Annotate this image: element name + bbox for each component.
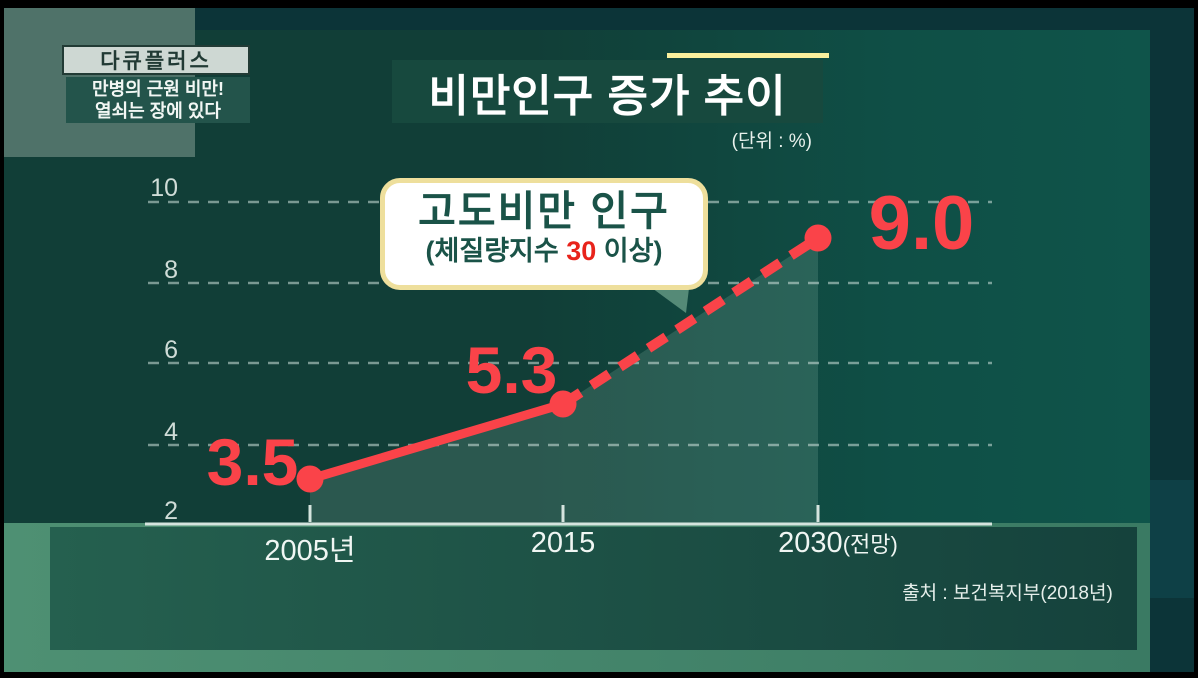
value-label-2015: 5.3 — [465, 333, 558, 407]
xtick-2030: 2030(전망) — [733, 527, 943, 560]
callout-title: 고도비만 인구 — [418, 188, 670, 234]
program-badge-subtitle: 만병의 근원 비만! 열쇠는 장에 있다 — [66, 77, 250, 123]
callout-bubble: 고도비만 인구 (체질량지수 30 이상) — [380, 178, 708, 290]
xtick-2015-label: 2015 — [530, 527, 596, 559]
unit-label: (단위 : %) — [731, 131, 812, 152]
xtick-2030-suffix: (전망) — [842, 532, 898, 557]
program-badge-title: 다큐플러스 — [62, 45, 250, 75]
callout-subtitle: (체질량지수 30 이상) — [385, 235, 703, 267]
callout-subtitle-suffix: 이상) — [596, 236, 663, 266]
title-yellow-underline — [667, 53, 829, 58]
program-badge-subtitle-line1: 만병의 근원 비만! — [92, 79, 224, 99]
xtick-2005-label: 2005년 — [264, 535, 356, 567]
callout-subtitle-prefix: (체질량지수 — [425, 236, 567, 266]
page-title: 비만인구 증가 추이 — [392, 60, 823, 123]
callout-subtitle-value: 30 — [566, 236, 597, 266]
source-text: 출처 : 보건복지부(2018년) — [902, 583, 1113, 604]
value-label-2030: 9.0 — [868, 181, 975, 266]
ytick-6: 6 — [164, 336, 178, 364]
program-badge-subtitle-line2: 열쇠는 장에 있다 — [95, 101, 221, 121]
right-accent-block — [1150, 480, 1194, 598]
xtick-2005: 2005년 — [225, 527, 395, 569]
xtick-2030-label: 2030 — [778, 527, 843, 559]
xtick-2015: 2015 — [478, 527, 648, 560]
axis-label-band — [50, 527, 1137, 650]
ytick-8: 8 — [164, 256, 178, 284]
ytick-2: 2 — [164, 497, 178, 525]
ytick-10: 10 — [150, 174, 178, 202]
value-label-2005: 3.5 — [206, 425, 299, 499]
ytick-4: 4 — [164, 418, 178, 446]
